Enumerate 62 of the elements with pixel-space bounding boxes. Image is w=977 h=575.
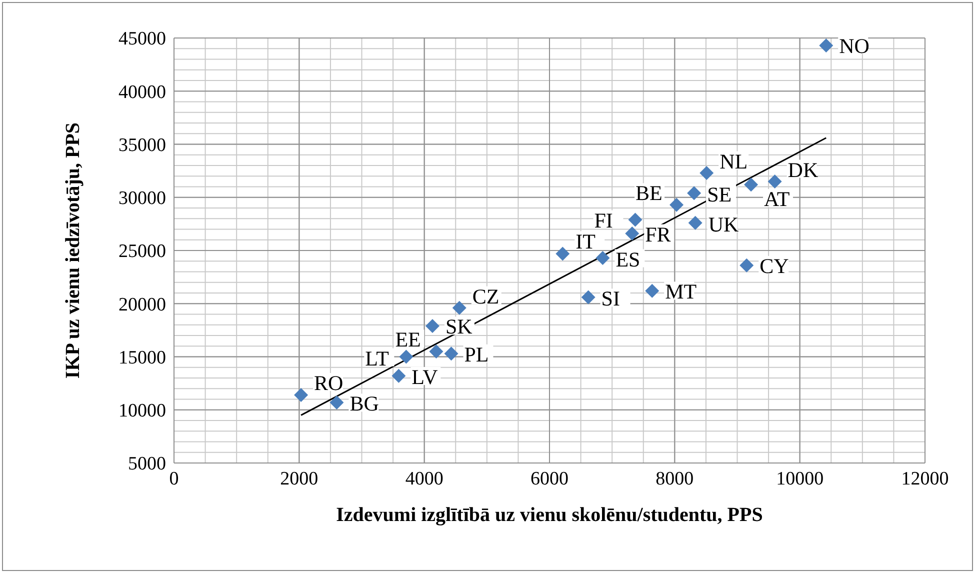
y-tick-label: 25000	[118, 241, 166, 262]
point	[688, 216, 702, 230]
annotation: PL	[464, 342, 489, 366]
y-tick-label: 40000	[118, 82, 166, 103]
x-tick-label: 6000	[530, 468, 568, 490]
point	[294, 388, 308, 402]
annotation: RO	[314, 371, 344, 395]
annotation: MT	[665, 280, 697, 304]
annotation: SI	[601, 286, 620, 311]
annotation: CZ	[472, 284, 500, 308]
annotation: BE	[636, 181, 662, 206]
point	[429, 344, 444, 358]
y-tick-label: 15000	[118, 347, 166, 368]
x-tick-label: 12000	[901, 468, 949, 490]
annotation: FI	[594, 208, 613, 232]
annotation: NL	[720, 149, 748, 174]
annotation: NO	[839, 34, 870, 58]
annotation: SE	[707, 182, 732, 206]
x-tick-label: 4000	[405, 468, 444, 490]
point	[700, 166, 714, 180]
y-axis-title: IKP uz vienu iedzīvotāju, PPS	[62, 122, 84, 379]
x-tick-label: 8000	[656, 468, 694, 490]
point	[556, 246, 570, 261]
point	[452, 300, 466, 315]
annotation: EE	[395, 328, 421, 352]
x-axis-title: Izdevumi izglītībā uz vienu skolēnu/studentu, PPS	[336, 504, 763, 526]
point	[740, 258, 754, 272]
point	[744, 178, 758, 192]
annotation: FR	[645, 222, 671, 246]
point	[687, 186, 702, 200]
x-tick-label: 2000	[280, 468, 318, 490]
annotation: SK	[445, 314, 472, 339]
point	[392, 368, 406, 383]
annotation: IT	[576, 229, 596, 254]
point	[425, 318, 440, 333]
annotation: DK	[788, 158, 818, 182]
point	[670, 198, 684, 212]
annotation: BG	[350, 392, 379, 416]
x-tick-label: 0	[169, 468, 179, 490]
y-tick-label: 20000	[118, 294, 166, 316]
y-tick-label: 45000	[118, 28, 166, 50]
point	[645, 284, 660, 298]
annotation: AT	[764, 187, 790, 212]
point	[819, 38, 834, 52]
annotation: UK	[708, 212, 739, 236]
y-tick-label: 5000	[128, 454, 166, 475]
y-tick-label: 10000	[118, 400, 166, 422]
point	[628, 212, 642, 227]
x-tick-label: 10000	[776, 468, 824, 490]
annotation: LV	[412, 364, 438, 389]
y-tick-label: 35000	[118, 134, 166, 156]
point	[581, 290, 596, 304]
annotation: CY	[760, 254, 789, 278]
point	[768, 174, 782, 188]
annotation: ES	[616, 247, 640, 272]
point	[330, 395, 344, 410]
point	[444, 346, 458, 361]
annotation: LT	[365, 346, 390, 370]
y-tick-label: 30000	[118, 188, 166, 210]
point	[399, 350, 414, 364]
point	[625, 226, 640, 240]
point	[596, 250, 610, 265]
